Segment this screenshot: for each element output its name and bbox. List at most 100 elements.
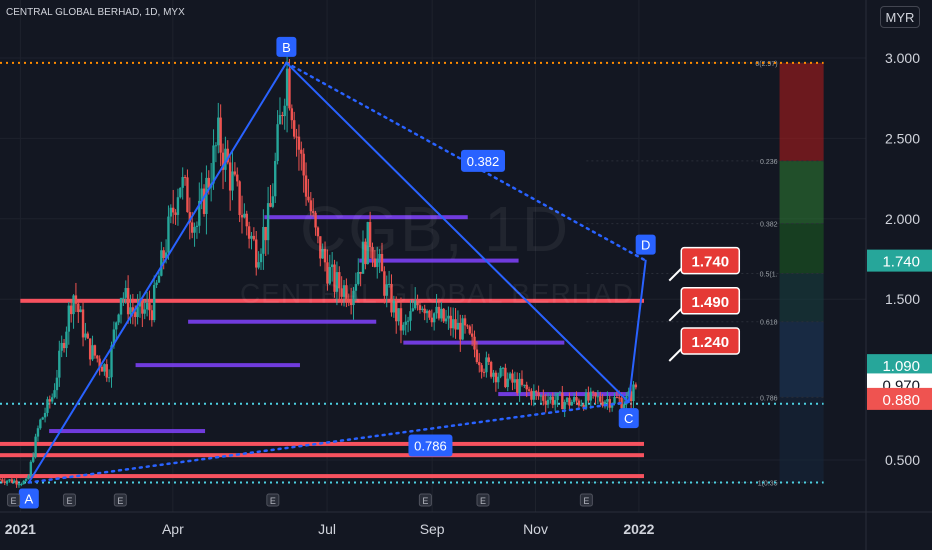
candle-body (587, 392, 590, 401)
candle-body (143, 309, 146, 314)
pattern-leg-cd (627, 259, 647, 404)
candle-body (378, 253, 381, 259)
candle-body (207, 177, 210, 188)
candle-body (134, 312, 137, 318)
candle-body (546, 399, 550, 405)
candle-body (148, 302, 151, 311)
volume-profile-bar (264, 215, 468, 220)
earnings-mark: E (11, 496, 17, 506)
candle-body (454, 319, 457, 330)
pattern-leg-bc (285, 61, 630, 404)
candle-body (96, 355, 99, 359)
candle-body (46, 399, 49, 413)
candle-body (285, 68, 289, 106)
candle-body (309, 200, 313, 212)
candle-body (39, 419, 42, 429)
candle-body (231, 171, 234, 191)
candle-body (141, 299, 144, 314)
candle-body (79, 309, 82, 313)
candle-body (255, 239, 258, 268)
candle-body (300, 149, 303, 154)
currency-button[interactable]: MYR (880, 6, 920, 28)
candle-body (27, 475, 30, 480)
fib-level-label: 0.786 (760, 395, 778, 402)
candle-body (157, 275, 161, 283)
y-tick-label: 0.500 (885, 452, 920, 468)
candle-body (100, 366, 104, 372)
candle-body (217, 117, 220, 146)
candle-body (169, 207, 173, 217)
candle-body (50, 397, 54, 402)
candle-body (193, 226, 196, 233)
candle-body (124, 288, 127, 298)
candle-body (473, 336, 476, 350)
candle-body (200, 188, 203, 201)
candle-body (77, 303, 80, 313)
target-label-box (680, 327, 741, 355)
candle-body (447, 315, 450, 319)
candle-body (402, 324, 405, 331)
candle-body (319, 236, 322, 259)
target-callout-line (668, 308, 682, 322)
candle-body (634, 384, 638, 388)
candle-body (24, 479, 28, 481)
candle-body (475, 349, 479, 363)
candle-body (236, 174, 239, 182)
candle-body (506, 378, 509, 388)
candle-body (122, 297, 125, 299)
candle-body (228, 162, 232, 191)
earnings-mark-box (113, 493, 127, 507)
candle-body (513, 379, 517, 383)
candle-body (385, 284, 388, 296)
candle-body (129, 307, 132, 315)
volume-profile-bar (135, 363, 300, 368)
candle-body (153, 285, 156, 321)
candle-body (596, 396, 600, 398)
candle-body (414, 300, 417, 309)
candle-body (22, 480, 25, 485)
earnings-mark: E (270, 496, 276, 506)
candle-body (283, 105, 286, 117)
candle-body (558, 392, 562, 394)
volume-profile-bar (498, 392, 633, 397)
candle-body (485, 357, 488, 373)
candle-body (65, 331, 68, 349)
candle-body (190, 222, 194, 233)
candle-body (274, 161, 277, 197)
candle-body (387, 283, 391, 285)
candle-body (421, 308, 424, 310)
candle-body (167, 216, 170, 253)
candle-body (580, 404, 583, 406)
candle-body (119, 298, 123, 315)
pattern-point-b: B (282, 40, 291, 55)
earnings-mark-box (62, 493, 76, 507)
candle-body (162, 250, 165, 258)
pattern-point-box (276, 36, 297, 57)
candle-body (224, 148, 227, 170)
candle-body (340, 288, 343, 297)
y-tick-label: 3.000 (885, 50, 920, 66)
candle-body (606, 399, 609, 402)
candle-body (115, 322, 118, 330)
fib-zone-0236-0382 (779, 160, 824, 224)
candle-body (326, 262, 329, 284)
axis-price-badge (867, 249, 932, 272)
candle-body (188, 212, 192, 223)
candle-body (553, 400, 557, 405)
candle-body (32, 457, 35, 462)
candle-body (618, 397, 621, 399)
axis-price-label: 1.090 (882, 358, 920, 375)
candle-body (489, 361, 493, 377)
candle-body (10, 479, 14, 483)
fib-level-label: 0.618 (760, 320, 778, 327)
earnings-mark: E (583, 496, 589, 506)
candle-body (288, 68, 291, 109)
candle-body (264, 226, 267, 241)
candle-body (250, 235, 253, 239)
earnings-mark-box (7, 493, 21, 507)
candle-body (352, 290, 355, 306)
x-tick-label: Sep (420, 521, 445, 537)
candle-body (349, 302, 353, 306)
